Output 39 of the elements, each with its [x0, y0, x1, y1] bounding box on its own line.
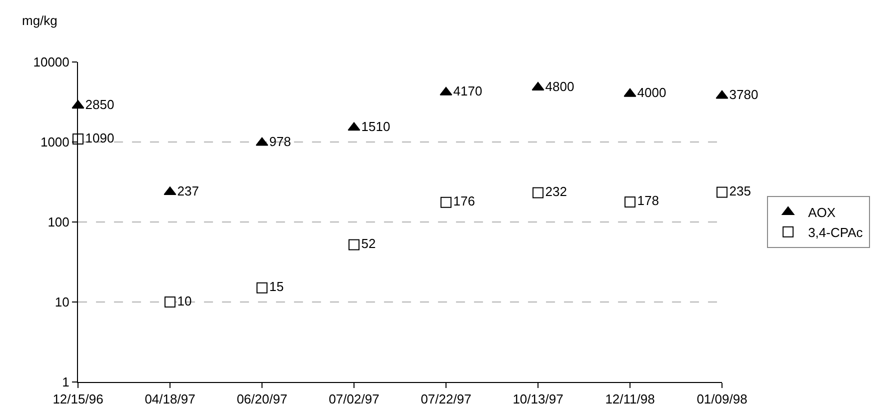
point: [716, 186, 728, 198]
data-label: 178: [637, 193, 659, 208]
x-tick-label: 10/13/97: [512, 392, 564, 407]
x-tick-label: 12/15/96: [52, 392, 104, 407]
data-label: 232: [545, 184, 567, 200]
y-tick-label: 1000: [40, 134, 70, 150]
y-tick-label: 10: [54, 294, 70, 310]
data-label: 235: [729, 184, 751, 199]
point: [624, 196, 636, 208]
data-label: 4170: [453, 84, 482, 99]
x-tick-label: 07/02/97: [328, 392, 380, 407]
point: [164, 296, 176, 308]
legend-label: 3,4-CPAc: [808, 224, 864, 240]
point: [532, 187, 544, 198]
x-tick-label: 12/11/98: [605, 392, 655, 407]
legend-label: AOX: [808, 205, 836, 220]
data-label: 176: [453, 194, 475, 209]
y-tick-label: 10000: [33, 54, 70, 70]
data-label: 4800: [545, 78, 574, 94]
data-label: 1510: [361, 118, 390, 134]
x-tick-label: 04/18/97: [144, 392, 196, 407]
y-axis-title: mg/kg: [22, 13, 58, 28]
x-tick-label: 06/20/97: [236, 392, 288, 407]
data-label: 3780: [729, 87, 758, 102]
data-label: 978: [269, 134, 291, 150]
data-label: 1090: [85, 130, 114, 146]
data-label: 52: [361, 236, 376, 251]
y-tick-label: 1: [62, 374, 70, 390]
data-label: 237: [177, 183, 199, 198]
data-label: 4000: [637, 85, 666, 100]
data-label: 10: [177, 293, 192, 308]
data-label: 15: [269, 279, 284, 294]
point: [440, 196, 452, 208]
point: [256, 282, 268, 294]
x-tick-label: 01/09/98: [696, 392, 748, 407]
point: [348, 239, 360, 250]
x-tick-label: 07/22/97: [420, 392, 472, 407]
data-label: 2850: [85, 96, 114, 112]
y-tick-label: 100: [48, 214, 70, 230]
